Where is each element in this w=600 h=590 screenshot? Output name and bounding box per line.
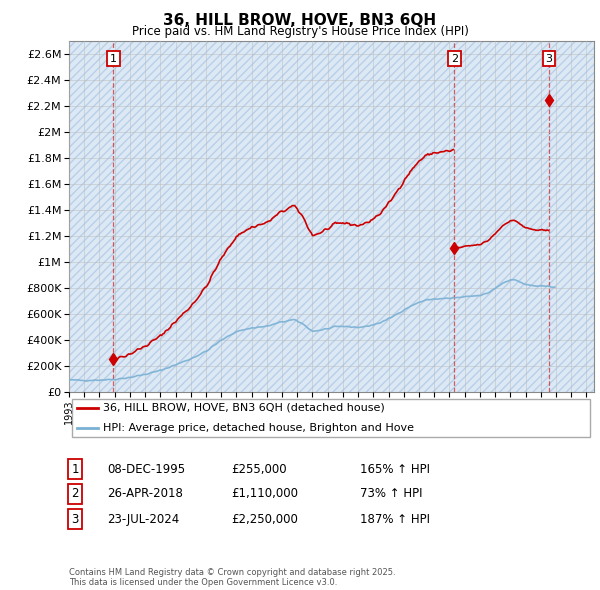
Text: Contains HM Land Registry data © Crown copyright and database right 2025.
This d: Contains HM Land Registry data © Crown c… [69, 568, 395, 587]
Text: 73% ↑ HPI: 73% ↑ HPI [360, 487, 422, 500]
Text: 3: 3 [71, 513, 79, 526]
Text: £2,250,000: £2,250,000 [231, 513, 298, 526]
Text: £255,000: £255,000 [231, 463, 287, 476]
Text: 26-APR-2018: 26-APR-2018 [107, 487, 182, 500]
Text: 2: 2 [451, 54, 458, 64]
Text: 36, HILL BROW, HOVE, BN3 6QH (detached house): 36, HILL BROW, HOVE, BN3 6QH (detached h… [103, 403, 385, 412]
Text: 08-DEC-1995: 08-DEC-1995 [107, 463, 185, 476]
Text: 36, HILL BROW, HOVE, BN3 6QH: 36, HILL BROW, HOVE, BN3 6QH [163, 13, 437, 28]
Text: 1: 1 [110, 54, 117, 64]
Text: 3: 3 [545, 54, 553, 64]
Text: £1,110,000: £1,110,000 [231, 487, 298, 500]
Text: 1: 1 [71, 463, 79, 476]
Text: 23-JUL-2024: 23-JUL-2024 [107, 513, 179, 526]
Text: 2: 2 [71, 487, 79, 500]
Text: 165% ↑ HPI: 165% ↑ HPI [360, 463, 430, 476]
Text: Price paid vs. HM Land Registry's House Price Index (HPI): Price paid vs. HM Land Registry's House … [131, 25, 469, 38]
FancyBboxPatch shape [71, 399, 590, 437]
Text: HPI: Average price, detached house, Brighton and Hove: HPI: Average price, detached house, Brig… [103, 422, 414, 432]
Text: 187% ↑ HPI: 187% ↑ HPI [360, 513, 430, 526]
